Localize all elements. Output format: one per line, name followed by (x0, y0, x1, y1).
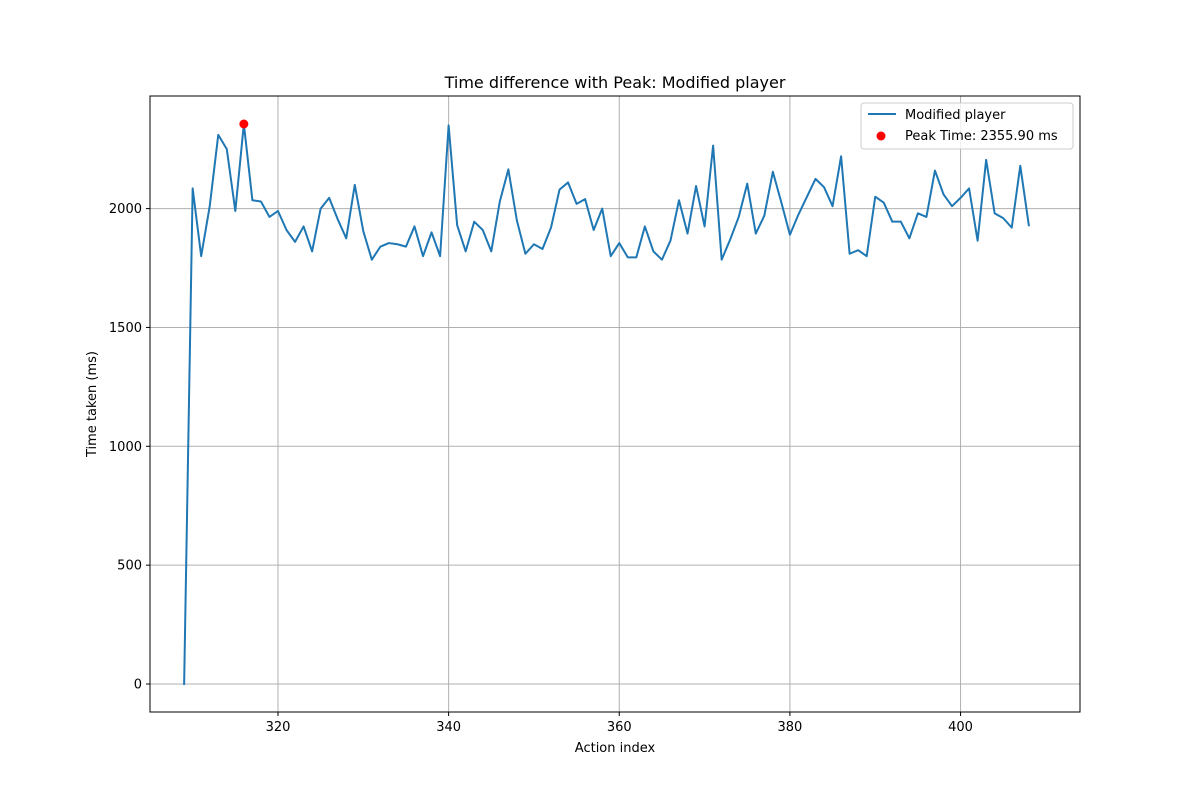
chart-title: Time difference with Peak: Modified play… (444, 73, 786, 92)
series-layer (183, 119, 1030, 686)
x-tick-label: 360 (607, 720, 632, 735)
tick-layer: 320 340 360 380 400 0 500 1000 1500 2000 (109, 202, 973, 735)
legend-label-series: Modified player (905, 108, 1006, 123)
legend: Modified player Peak Time: 2355.90 ms (860, 102, 1074, 150)
legend-marker-swatch (876, 131, 886, 141)
y-tick-label: 500 (117, 559, 142, 574)
x-axis-label: Action index (575, 741, 656, 756)
series-line-modified-player (183, 123, 1030, 686)
x-tick-label: 380 (777, 720, 802, 735)
y-tick-label: 0 (134, 677, 142, 692)
axes-frame (149, 95, 1081, 713)
x-tick-label: 320 (266, 720, 291, 735)
x-tick-label: 340 (436, 720, 461, 735)
y-tick-label: 1000 (109, 440, 142, 455)
grid-lines (150, 96, 1080, 712)
legend-box (860, 102, 1074, 150)
peak-point (239, 119, 249, 129)
x-tick-label: 400 (948, 720, 973, 735)
legend-label-peak: Peak Time: 2355.90 ms (905, 129, 1058, 144)
y-tick-label: 1500 (109, 321, 142, 336)
y-axis-label: Time taken (ms) (85, 351, 100, 458)
y-tick-label: 2000 (109, 202, 142, 217)
